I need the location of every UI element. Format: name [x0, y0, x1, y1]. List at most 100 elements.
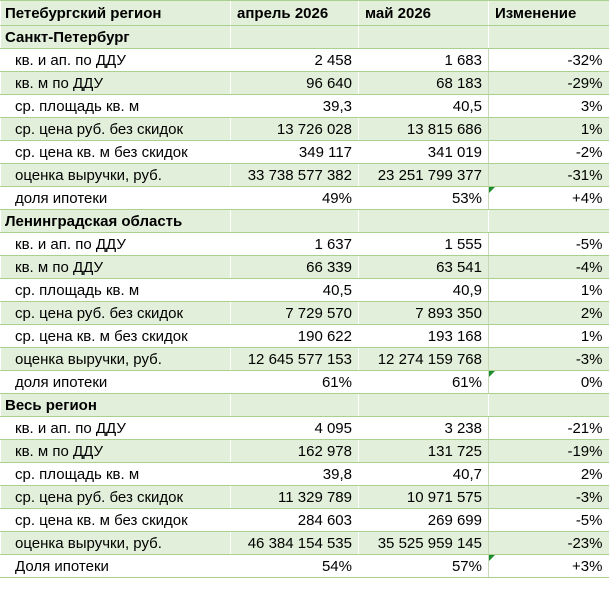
row-label: оценка выручки, руб. [0, 163, 231, 187]
section-header-spb: Санкт-Петербург [0, 25, 609, 49]
header-row: Петебургский регион апрель 2026 май 2026… [0, 0, 609, 26]
table-row: кв. м по ДДУ 66 339 63 541 -4% [0, 255, 609, 279]
row-label: кв. и ап. по ДДУ [0, 48, 231, 72]
table-row: доля ипотеки 49% 53% +4% [0, 186, 609, 210]
may-value: 3 238 [358, 416, 489, 440]
table-row: ср. площадь кв. м 39,3 40,5 3% [0, 94, 609, 118]
april-value: 66 339 [230, 255, 359, 279]
row-label: ср. площадь кв. м [0, 462, 231, 486]
table-row: ср. площадь кв. м 40,5 40,9 1% [0, 278, 609, 302]
table-row: кв. и ап. по ДДУ 1 637 1 555 -5% [0, 232, 609, 256]
table-row: ср. цена руб. без скидок 13 726 028 13 8… [0, 117, 609, 141]
change-value: -5% [488, 232, 609, 256]
row-label: кв. и ап. по ДДУ [0, 232, 231, 256]
table-row: оценка выручки, руб. 46 384 154 535 35 5… [0, 531, 609, 555]
april-value: 2 458 [230, 48, 359, 72]
change-value: 1% [488, 117, 609, 141]
table-row: кв. и ап. по ДДУ 4 095 3 238 -21% [0, 416, 609, 440]
change-value: +3% [488, 554, 609, 578]
april-value: 40,5 [230, 278, 359, 302]
may-value: 53% [358, 186, 489, 210]
may-value: 68 183 [358, 71, 489, 95]
april-value: 12 645 577 153 [230, 347, 359, 371]
table-row: ср. цена кв. м без скидок 349 117 341 01… [0, 140, 609, 164]
change-value: 2% [488, 301, 609, 325]
table-row: оценка выручки, руб. 12 645 577 153 12 2… [0, 347, 609, 371]
section-title: Санкт-Петербург [0, 25, 231, 49]
row-label: доля ипотеки [0, 370, 231, 394]
april-value: 11 329 789 [230, 485, 359, 509]
may-value: 40,7 [358, 462, 489, 486]
may-value: 35 525 959 145 [358, 531, 489, 555]
change-value: +4% [488, 186, 609, 210]
row-label: оценка выручки, руб. [0, 531, 231, 555]
may-value: 269 699 [358, 508, 489, 532]
may-value: 131 725 [358, 439, 489, 463]
table-row: ср. цена руб. без скидок 11 329 789 10 9… [0, 485, 609, 509]
table-row: оценка выручки, руб. 33 738 577 382 23 2… [0, 163, 609, 187]
header-april: апрель 2026 [230, 0, 359, 26]
header-region: Петебургский регион [0, 0, 231, 26]
april-value: 61% [230, 370, 359, 394]
section-header-lenobl: Ленинградская область [0, 209, 609, 233]
may-value: 13 815 686 [358, 117, 489, 141]
row-label: кв. м по ДДУ [0, 255, 231, 279]
april-value: 54% [230, 554, 359, 578]
row-label: доля ипотеки [0, 186, 231, 210]
section-title: Весь регион [0, 393, 231, 417]
change-value: -2% [488, 140, 609, 164]
header-may: май 2026 [358, 0, 489, 26]
may-value: 341 019 [358, 140, 489, 164]
change-value: 1% [488, 278, 609, 302]
row-label: Доля ипотеки [0, 554, 231, 578]
april-value: 190 622 [230, 324, 359, 348]
april-value: 49% [230, 186, 359, 210]
may-value: 40,9 [358, 278, 489, 302]
row-label: ср. цена кв. м без скидок [0, 508, 231, 532]
may-value: 23 251 799 377 [358, 163, 489, 187]
row-label: ср. площадь кв. м [0, 278, 231, 302]
change-value: -29% [488, 71, 609, 95]
april-value: 162 978 [230, 439, 359, 463]
april-value: 7 729 570 [230, 301, 359, 325]
change-value: -19% [488, 439, 609, 463]
row-label: кв. м по ДДУ [0, 439, 231, 463]
may-value: 10 971 575 [358, 485, 489, 509]
section-header-whole-region: Весь регион [0, 393, 609, 417]
table-row: Доля ипотеки 54% 57% +3% [0, 554, 609, 578]
table-row: доля ипотеки 61% 61% 0% [0, 370, 609, 394]
change-value: -3% [488, 485, 609, 509]
april-value: 1 637 [230, 232, 359, 256]
may-value: 40,5 [358, 94, 489, 118]
change-value: 3% [488, 94, 609, 118]
table-row: кв. м по ДДУ 96 640 68 183 -29% [0, 71, 609, 95]
april-value: 39,8 [230, 462, 359, 486]
change-value: -5% [488, 508, 609, 532]
may-value: 57% [358, 554, 489, 578]
row-label: ср. цена руб. без скидок [0, 117, 231, 141]
row-label: оценка выручки, руб. [0, 347, 231, 371]
table-row: ср. цена руб. без скидок 7 729 570 7 893… [0, 301, 609, 325]
may-value: 1 555 [358, 232, 489, 256]
april-value: 39,3 [230, 94, 359, 118]
may-value: 63 541 [358, 255, 489, 279]
row-label: ср. цена руб. без скидок [0, 485, 231, 509]
april-value: 13 726 028 [230, 117, 359, 141]
change-value: -4% [488, 255, 609, 279]
row-label: ср. цена кв. м без скидок [0, 140, 231, 164]
row-label: кв. и ап. по ДДУ [0, 416, 231, 440]
april-value: 96 640 [230, 71, 359, 95]
change-value: 1% [488, 324, 609, 348]
row-label: ср. площадь кв. м [0, 94, 231, 118]
header-change: Изменение [488, 0, 609, 26]
april-value: 33 738 577 382 [230, 163, 359, 187]
row-label: кв. м по ДДУ [0, 71, 231, 95]
april-value: 4 095 [230, 416, 359, 440]
table-row: ср. цена кв. м без скидок 284 603 269 69… [0, 508, 609, 532]
table-row: ср. площадь кв. м 39,8 40,7 2% [0, 462, 609, 486]
row-label: ср. цена кв. м без скидок [0, 324, 231, 348]
may-value: 7 893 350 [358, 301, 489, 325]
may-value: 193 168 [358, 324, 489, 348]
april-value: 349 117 [230, 140, 359, 164]
april-value: 284 603 [230, 508, 359, 532]
